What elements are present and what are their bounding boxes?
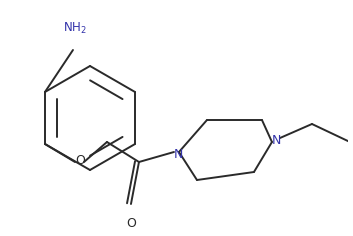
Text: NH$_2$: NH$_2$ — [63, 21, 87, 36]
Text: N: N — [271, 134, 281, 147]
Text: O: O — [75, 155, 85, 168]
Text: O: O — [126, 217, 136, 230]
Text: N: N — [173, 148, 183, 161]
